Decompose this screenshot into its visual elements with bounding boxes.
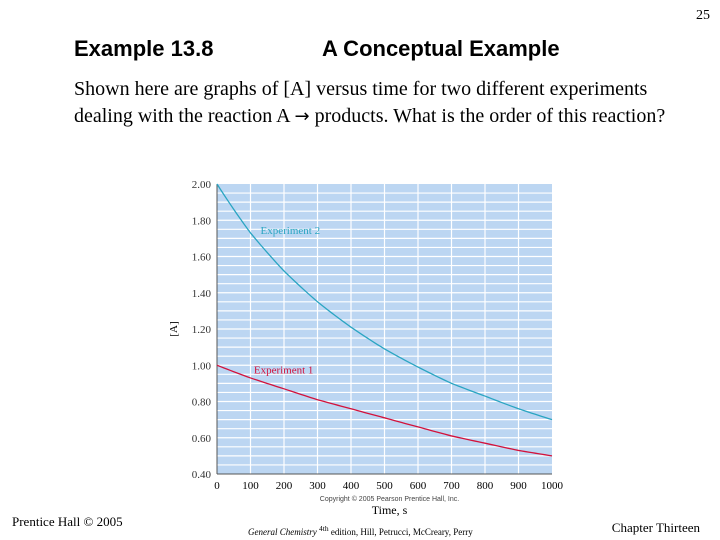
footer-edition-sup: 4th	[319, 524, 329, 533]
x-tick-label: 900	[510, 480, 527, 492]
series-label-experiment-1: Experiment 1	[254, 365, 314, 377]
y-tick-label: 1.80	[192, 215, 212, 227]
series-label-experiment-2: Experiment 2	[261, 225, 321, 237]
y-axis-label: [A]	[168, 321, 180, 336]
x-tick-label: 1000	[541, 480, 564, 492]
y-tick-label: 0.40	[192, 469, 212, 481]
y-tick-label: 1.60	[192, 252, 212, 264]
footer-citation-rest: edition, Hill, Petrucci, McCreary, Perry	[328, 527, 473, 537]
y-tick-label: 0.80	[192, 397, 212, 409]
x-tick-label: 600	[410, 480, 427, 492]
x-tick-label: 0	[214, 480, 220, 492]
x-tick-label: 200	[276, 480, 293, 492]
x-tick-label: 100	[242, 480, 259, 492]
example-name: A Conceptual Example	[322, 36, 560, 61]
chart-svg: 0.40 0.60 0.80 1.00 1.20 1.40 1.60 1.80 2.00 0 100…	[168, 179, 564, 517]
question-text-part2: products. What is the order of this reac…	[309, 105, 666, 127]
y-tick-label: 0.60	[192, 433, 212, 445]
chart-copyright: Copyright © 2005 Pearson Prentice Hall, …	[320, 495, 459, 503]
question-text-part1: Shown here are graphs of [A] versus time…	[74, 78, 648, 127]
y-tick-label: 1.20	[192, 324, 212, 336]
page-number: 25	[696, 8, 710, 23]
question-text: Shown here are graphs of [A] versus time…	[74, 76, 674, 130]
footer-book-title: General Chemistry	[248, 527, 317, 537]
slide-title: Example 13.8 A Conceptual Example	[74, 36, 674, 68]
y-tick-label: 1.00	[192, 360, 212, 372]
x-tick-label: 700	[443, 480, 460, 492]
footer-chapter: Chapter Thirteen	[611, 520, 700, 535]
reaction-arrow-icon: →	[294, 106, 310, 127]
y-tick-label: 1.40	[192, 288, 212, 300]
y-tick-label: 2.00	[192, 179, 212, 191]
x-tick-label: 400	[343, 480, 360, 492]
x-tick-label: 300	[309, 480, 326, 492]
series-line-experiment-2	[216, 183, 553, 421]
series-line-experiment-1	[216, 364, 553, 457]
footer-citation: General Chemistry 4th edition, Hill, Pet…	[248, 524, 473, 537]
x-axis-label: Time, s	[372, 503, 408, 517]
x-tick-label: 800	[477, 480, 494, 492]
example-number: Example 13.8	[74, 36, 214, 61]
footer-publisher: Prentice Hall © 2005	[12, 514, 123, 529]
x-tick-label: 500	[376, 480, 393, 492]
concentration-chart: 0.40 0.60 0.80 1.00 1.20 1.40 1.60 1.80 2.00 0 100…	[160, 172, 580, 527]
